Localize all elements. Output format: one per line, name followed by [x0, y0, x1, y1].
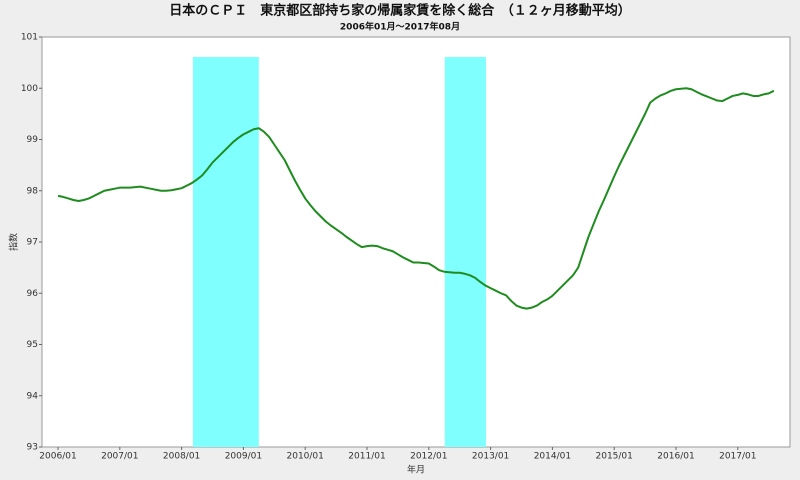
x-tick-label: 2011/01: [348, 452, 385, 462]
x-tick-label: 2010/01: [287, 452, 324, 462]
x-tick-label: 2009/01: [225, 452, 262, 462]
shaded-range: [444, 57, 486, 447]
y-tick-label: 98: [27, 186, 39, 196]
x-tick-label: 2013/01: [472, 452, 509, 462]
line: [57, 87, 775, 310]
y-tick-label: 100: [21, 84, 38, 94]
y-tick-label: 95: [27, 340, 38, 350]
x-tick-label: 2014/01: [534, 452, 571, 462]
x-tick-label: 2012/01: [410, 452, 447, 462]
chart-title: 日本のＣＰＩ 東京都区部持ち家の帰属家賃を除く総合 （１２ヶ月移動平均）: [169, 3, 631, 19]
y-axis-label: 指数: [8, 233, 20, 251]
shaded-range: [192, 57, 259, 447]
x-tick-label: 2016/01: [657, 452, 694, 462]
y-tick-label: 97: [27, 238, 38, 248]
y-tick-label: 96: [27, 289, 39, 299]
x-axis-label: 年月: [407, 464, 425, 476]
y-tick-label: 99: [27, 135, 39, 145]
y-tick-label: 93: [27, 443, 38, 453]
x-tick-label: 2017/01: [719, 452, 756, 462]
x-tick-label: 2015/01: [596, 452, 633, 462]
y-tick-label: 101: [21, 33, 38, 43]
plot-area: [41, 36, 791, 448]
x-tick-label: 2006/01: [39, 452, 76, 462]
x-tick-label: 2007/01: [101, 452, 138, 462]
chart-subtitle: 2006年01月～2017年08月: [340, 21, 460, 33]
x-tick-label: 2008/01: [163, 452, 200, 462]
y-tick-label: 94: [27, 391, 39, 401]
